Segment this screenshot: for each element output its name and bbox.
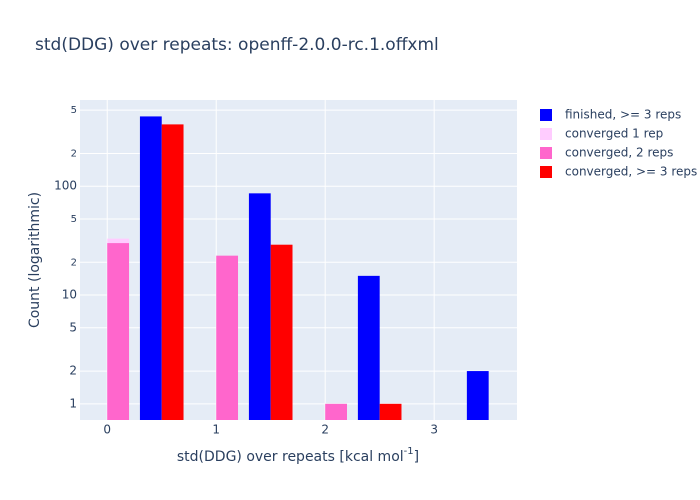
legend-label: converged, 2 reps xyxy=(565,146,673,160)
y-tick-label: 10 xyxy=(62,288,77,302)
legend-swatch xyxy=(540,147,552,159)
bar xyxy=(107,243,130,420)
bar xyxy=(270,244,293,420)
legend-swatch xyxy=(540,128,552,140)
x-tick-label: 1 xyxy=(212,423,220,437)
bar xyxy=(161,124,184,421)
x-axis-title-sup: -1 xyxy=(404,446,414,457)
x-axis-title: std(DDG) over repeats [kcal mol-1] xyxy=(177,446,419,465)
legend-label: converged 1 rep xyxy=(565,127,663,141)
y-axis-title: Count (logarithmic) xyxy=(27,192,43,328)
x-tick-label: 3 xyxy=(430,423,438,437)
chart-title: std(DDG) over repeats: openff-2.0.0-rc.1… xyxy=(35,35,439,55)
x-axis-title-end: ] xyxy=(414,449,419,465)
x-tick-label: 0 xyxy=(103,423,111,437)
bar xyxy=(139,116,162,420)
bar xyxy=(357,275,380,420)
bar xyxy=(216,255,239,420)
legend-swatch xyxy=(540,166,552,178)
y-tick-label: 2 xyxy=(71,257,77,268)
x-tick-label: 2 xyxy=(321,423,329,437)
bar xyxy=(379,403,402,420)
legend-swatch xyxy=(540,109,552,121)
y-tick-label: 2 xyxy=(71,148,77,159)
x-axis-title-main: std(DDG) over repeats [kcal mol xyxy=(177,449,404,465)
y-tick-label: 5 xyxy=(69,320,77,334)
bar xyxy=(466,371,489,420)
legend-label: converged, >= 3 reps xyxy=(565,165,697,179)
y-tick-label: 5 xyxy=(71,214,77,225)
bar xyxy=(325,403,347,420)
y-tick-label: 2 xyxy=(69,364,77,378)
y-tick-label: 1 xyxy=(69,396,77,410)
y-tick-label: 5 xyxy=(71,105,77,116)
legend-label: finished, >= 3 reps xyxy=(565,108,681,122)
bar xyxy=(248,193,271,420)
y-tick-label: 100 xyxy=(54,179,77,193)
